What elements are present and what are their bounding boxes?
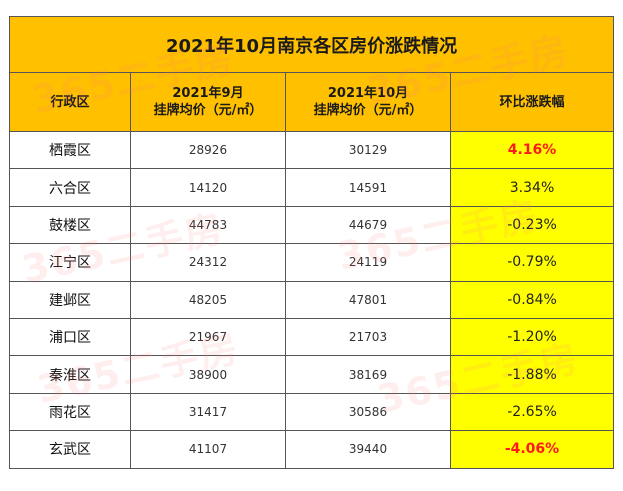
price-change-table: 2021年10月南京各区房价涨跌情况 行政区 2021年9月 挂牌均价（元/㎡）…	[8, 16, 615, 469]
district-cell: 雨花区	[9, 392, 131, 432]
change-cell: -0.79%	[449, 243, 615, 282]
district-cell: 建邺区	[9, 280, 131, 319]
district-cell: 江宁区	[9, 243, 131, 282]
oct-price-cell: 39440	[285, 430, 451, 469]
district-cell: 栖霞区	[9, 130, 131, 170]
header-oct-price-line1: 2021年10月	[327, 86, 409, 101]
sep-price-cell: 24312	[130, 243, 286, 282]
change-cell: -4.06%	[449, 430, 615, 469]
sep-price-cell: 38900	[130, 355, 286, 394]
table-title: 2021年10月南京各区房价涨跌情况	[8, 16, 615, 73]
table-row: 玄武区 41107 39440 -4.06%	[9, 430, 615, 469]
change-cell: -2.65%	[449, 392, 615, 432]
header-oct-price: 2021年10月 挂牌均价（元/㎡）	[285, 72, 451, 132]
sep-price-cell: 28926	[130, 130, 286, 170]
oct-price-cell: 24119	[285, 243, 451, 282]
oct-price-cell: 44679	[285, 205, 451, 245]
oct-price-cell: 21703	[285, 317, 451, 357]
sep-price-cell: 21967	[130, 317, 286, 357]
table-row: 建邺区 48205 47801 -0.84%	[9, 280, 615, 319]
sep-price-cell: 31417	[130, 392, 286, 432]
table-row: 鼓楼区 44783 44679 -0.23%	[9, 205, 615, 245]
sep-price-cell: 14120	[130, 168, 286, 207]
district-cell: 玄武区	[9, 430, 131, 469]
oct-price-cell: 47801	[285, 280, 451, 319]
header-change: 环比涨跌幅	[449, 72, 615, 132]
district-cell: 六合区	[9, 168, 131, 207]
header-sep-price-line2: 挂牌均价（元/㎡）	[153, 103, 263, 118]
change-cell: 4.16%	[449, 130, 615, 170]
table-row: 江宁区 24312 24119 -0.79%	[9, 243, 615, 282]
oct-price-cell: 14591	[285, 168, 451, 207]
header-row: 行政区 2021年9月 挂牌均价（元/㎡） 2021年10月 挂牌均价（元/㎡）…	[9, 72, 615, 132]
district-cell: 秦淮区	[9, 355, 131, 394]
change-cell: 3.34%	[449, 168, 615, 207]
table-row: 雨花区 31417 30586 -2.65%	[9, 392, 615, 432]
sep-price-cell: 41107	[130, 430, 286, 469]
district-cell: 鼓楼区	[9, 205, 131, 245]
oct-price-cell: 30129	[285, 130, 451, 170]
oct-price-cell: 30586	[285, 392, 451, 432]
header-oct-price-line2: 挂牌均价（元/㎡）	[313, 103, 423, 118]
district-cell: 浦口区	[9, 317, 131, 357]
table-body: 栖霞区 28926 30129 4.16% 六合区 14120 14591 3.34% 鼓楼区 4…	[9, 130, 615, 469]
table-row: 浦口区 21967 21703 -1.20%	[9, 317, 615, 357]
header-sep-price-line1: 2021年9月	[172, 86, 244, 101]
change-cell: -0.23%	[449, 205, 615, 245]
change-cell: -1.20%	[449, 317, 615, 357]
oct-price-cell: 38169	[285, 355, 451, 394]
price-table-container: 2021年10月南京各区房价涨跌情况 行政区 2021年9月 挂牌均价（元/㎡）…	[8, 16, 615, 469]
change-cell: -0.84%	[449, 280, 615, 319]
change-cell: -1.88%	[449, 355, 615, 394]
sep-price-cell: 44783	[130, 205, 286, 245]
header-sep-price: 2021年9月 挂牌均价（元/㎡）	[130, 72, 286, 132]
sep-price-cell: 48205	[130, 280, 286, 319]
table-row: 六合区 14120 14591 3.34%	[9, 168, 615, 207]
table-row: 栖霞区 28926 30129 4.16%	[9, 130, 615, 170]
table-row: 秦淮区 38900 38169 -1.88%	[9, 355, 615, 394]
header-district: 行政区	[9, 72, 131, 132]
